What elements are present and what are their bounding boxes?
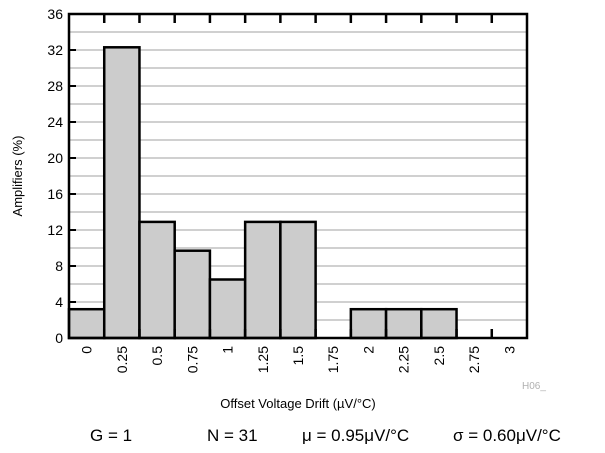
figure-code: H06_ xyxy=(522,381,546,392)
stat-sigma: σ = 0.60μV/°C xyxy=(453,426,561,445)
bar-0.75 xyxy=(173,249,212,340)
y-tick-label: 28 xyxy=(47,78,63,94)
y-tick-label: 16 xyxy=(47,186,63,202)
bar-0.25 xyxy=(102,46,141,340)
x-tick-label: 2.5 xyxy=(431,346,447,366)
stat-mean: μ = 0.95μV/°C xyxy=(302,426,410,445)
x-tick-label: 0.5 xyxy=(149,346,165,366)
x-tick-label: 2.25 xyxy=(396,346,412,373)
stat-gain: G = 1 xyxy=(90,426,133,445)
x-tick-label: 3 xyxy=(501,346,517,354)
plot-frame xyxy=(67,12,529,340)
y-tick-label: 8 xyxy=(55,258,63,274)
y-tick-label: 12 xyxy=(47,222,63,238)
bars xyxy=(67,46,458,340)
y-tick-label: 20 xyxy=(47,150,63,166)
y-tick-label: 24 xyxy=(47,114,63,130)
bar-0.5 xyxy=(138,220,176,340)
x-tick-label: 1.75 xyxy=(325,346,341,373)
bar-1 xyxy=(208,278,247,340)
bar-0 xyxy=(67,307,106,340)
y-tick-label: 32 xyxy=(47,42,63,58)
x-tick-label: 1.5 xyxy=(290,346,306,366)
x-tick-label: 2.75 xyxy=(466,346,482,373)
bar-1.5 xyxy=(279,220,317,340)
axis-ticks xyxy=(69,14,494,338)
y-tick-labels: 0 4 8 12 16 20 24 28 32 36 xyxy=(47,6,63,346)
x-tick-labels: 0 0.25 0.5 0.75 1 1.25 1.5 1.75 2 2.25 2.5 2.75 3 xyxy=(79,346,518,373)
bar-2.25 xyxy=(384,307,423,340)
y-axis-title: Amplifiers (%) xyxy=(10,136,25,217)
y-tick-label: 4 xyxy=(55,294,63,310)
x-axis-title: Offset Voltage Drift (µV/°C) xyxy=(220,396,376,411)
x-tick-label: 1.25 xyxy=(255,346,271,373)
y-tick-label: 0 xyxy=(55,330,63,346)
x-tick-label: 0.75 xyxy=(184,346,200,373)
bar-2 xyxy=(349,307,388,340)
bar-2.5 xyxy=(420,307,458,340)
y-tick-label: 36 xyxy=(47,6,63,22)
bar-1.25 xyxy=(243,220,282,340)
x-tick-label: 0 xyxy=(79,346,95,354)
x-tick-label: 2 xyxy=(360,346,376,354)
x-tick-label: 1 xyxy=(220,346,236,354)
x-tick-label: 0.25 xyxy=(114,346,130,373)
stat-count: N = 31 xyxy=(207,426,258,445)
